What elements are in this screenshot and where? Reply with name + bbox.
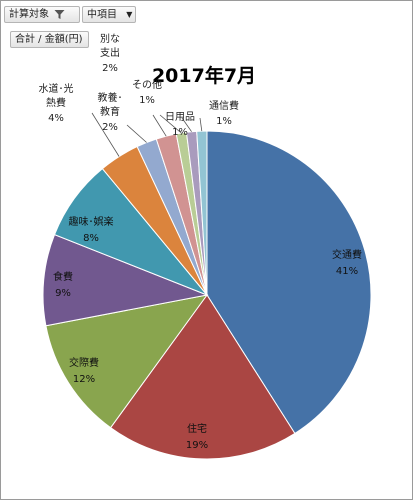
pivot-value-field-button[interactable]: 合計 / 金額(円) (10, 31, 89, 48)
leader-line (181, 117, 192, 132)
pivot-field-label: 計算対象 (9, 9, 49, 20)
slice-label-name: その他 (132, 78, 162, 91)
pivot-field-label: 中項目 (87, 9, 117, 21)
slice-label-name: 住宅 (187, 422, 207, 435)
slice-label-name: 教養･ (98, 91, 123, 104)
pivot-field-button-calc-target[interactable]: 計算対象 (4, 6, 80, 23)
filter-icon (54, 9, 65, 19)
leader-line (91, 112, 120, 157)
slice-label-name: 通信費 (209, 99, 239, 112)
slice-label-percent: 12% (73, 374, 95, 385)
leader-line (159, 114, 182, 134)
chevron-down-icon: ▼ (126, 10, 133, 19)
slice-label-percent: 1% (216, 116, 232, 127)
slice-label-name: 水道･光 (39, 82, 74, 95)
slice-label-name: 日用品 (165, 111, 195, 123)
slice-label-name: 交通費 (332, 248, 362, 261)
chart-title: 2017年7月 (152, 64, 256, 87)
leader-line (199, 117, 203, 132)
slice-label-percent: 1% (139, 95, 155, 106)
pie-slice-0[interactable] (206, 130, 372, 435)
slice-label-name: 別な (100, 33, 120, 45)
leader-line (152, 114, 167, 137)
pie-slice-2[interactable] (45, 294, 209, 429)
slice-label-percent: 8% (83, 233, 99, 244)
slice-label-percent: 41% (336, 266, 358, 277)
leader-line (126, 124, 147, 143)
pie-slice-1[interactable] (109, 294, 296, 460)
slice-label-percent: 1% (172, 127, 188, 138)
slice-label-percent: 4% (48, 113, 64, 124)
slice-label-name: 趣味･娯楽 (69, 215, 114, 228)
slice-label-name: 食費 (53, 270, 73, 283)
slice-label-percent: 19% (186, 440, 208, 451)
slice-label-name: 交際費 (69, 356, 99, 369)
pivot-value-label: 合計 / 金額(円) (15, 34, 83, 45)
slice-label-percent: 2% (102, 63, 118, 74)
pie-slice-3[interactable] (42, 233, 209, 327)
slice-label-name: 教育 (100, 105, 120, 118)
pivot-field-button-category[interactable]: 中項目 ▼ (82, 6, 136, 23)
slice-label-name: 熱費 (46, 96, 66, 109)
slice-label-percent: 2% (102, 122, 118, 133)
slice-label-name: 支出 (100, 46, 120, 59)
slice-label-percent: 9% (55, 288, 71, 299)
